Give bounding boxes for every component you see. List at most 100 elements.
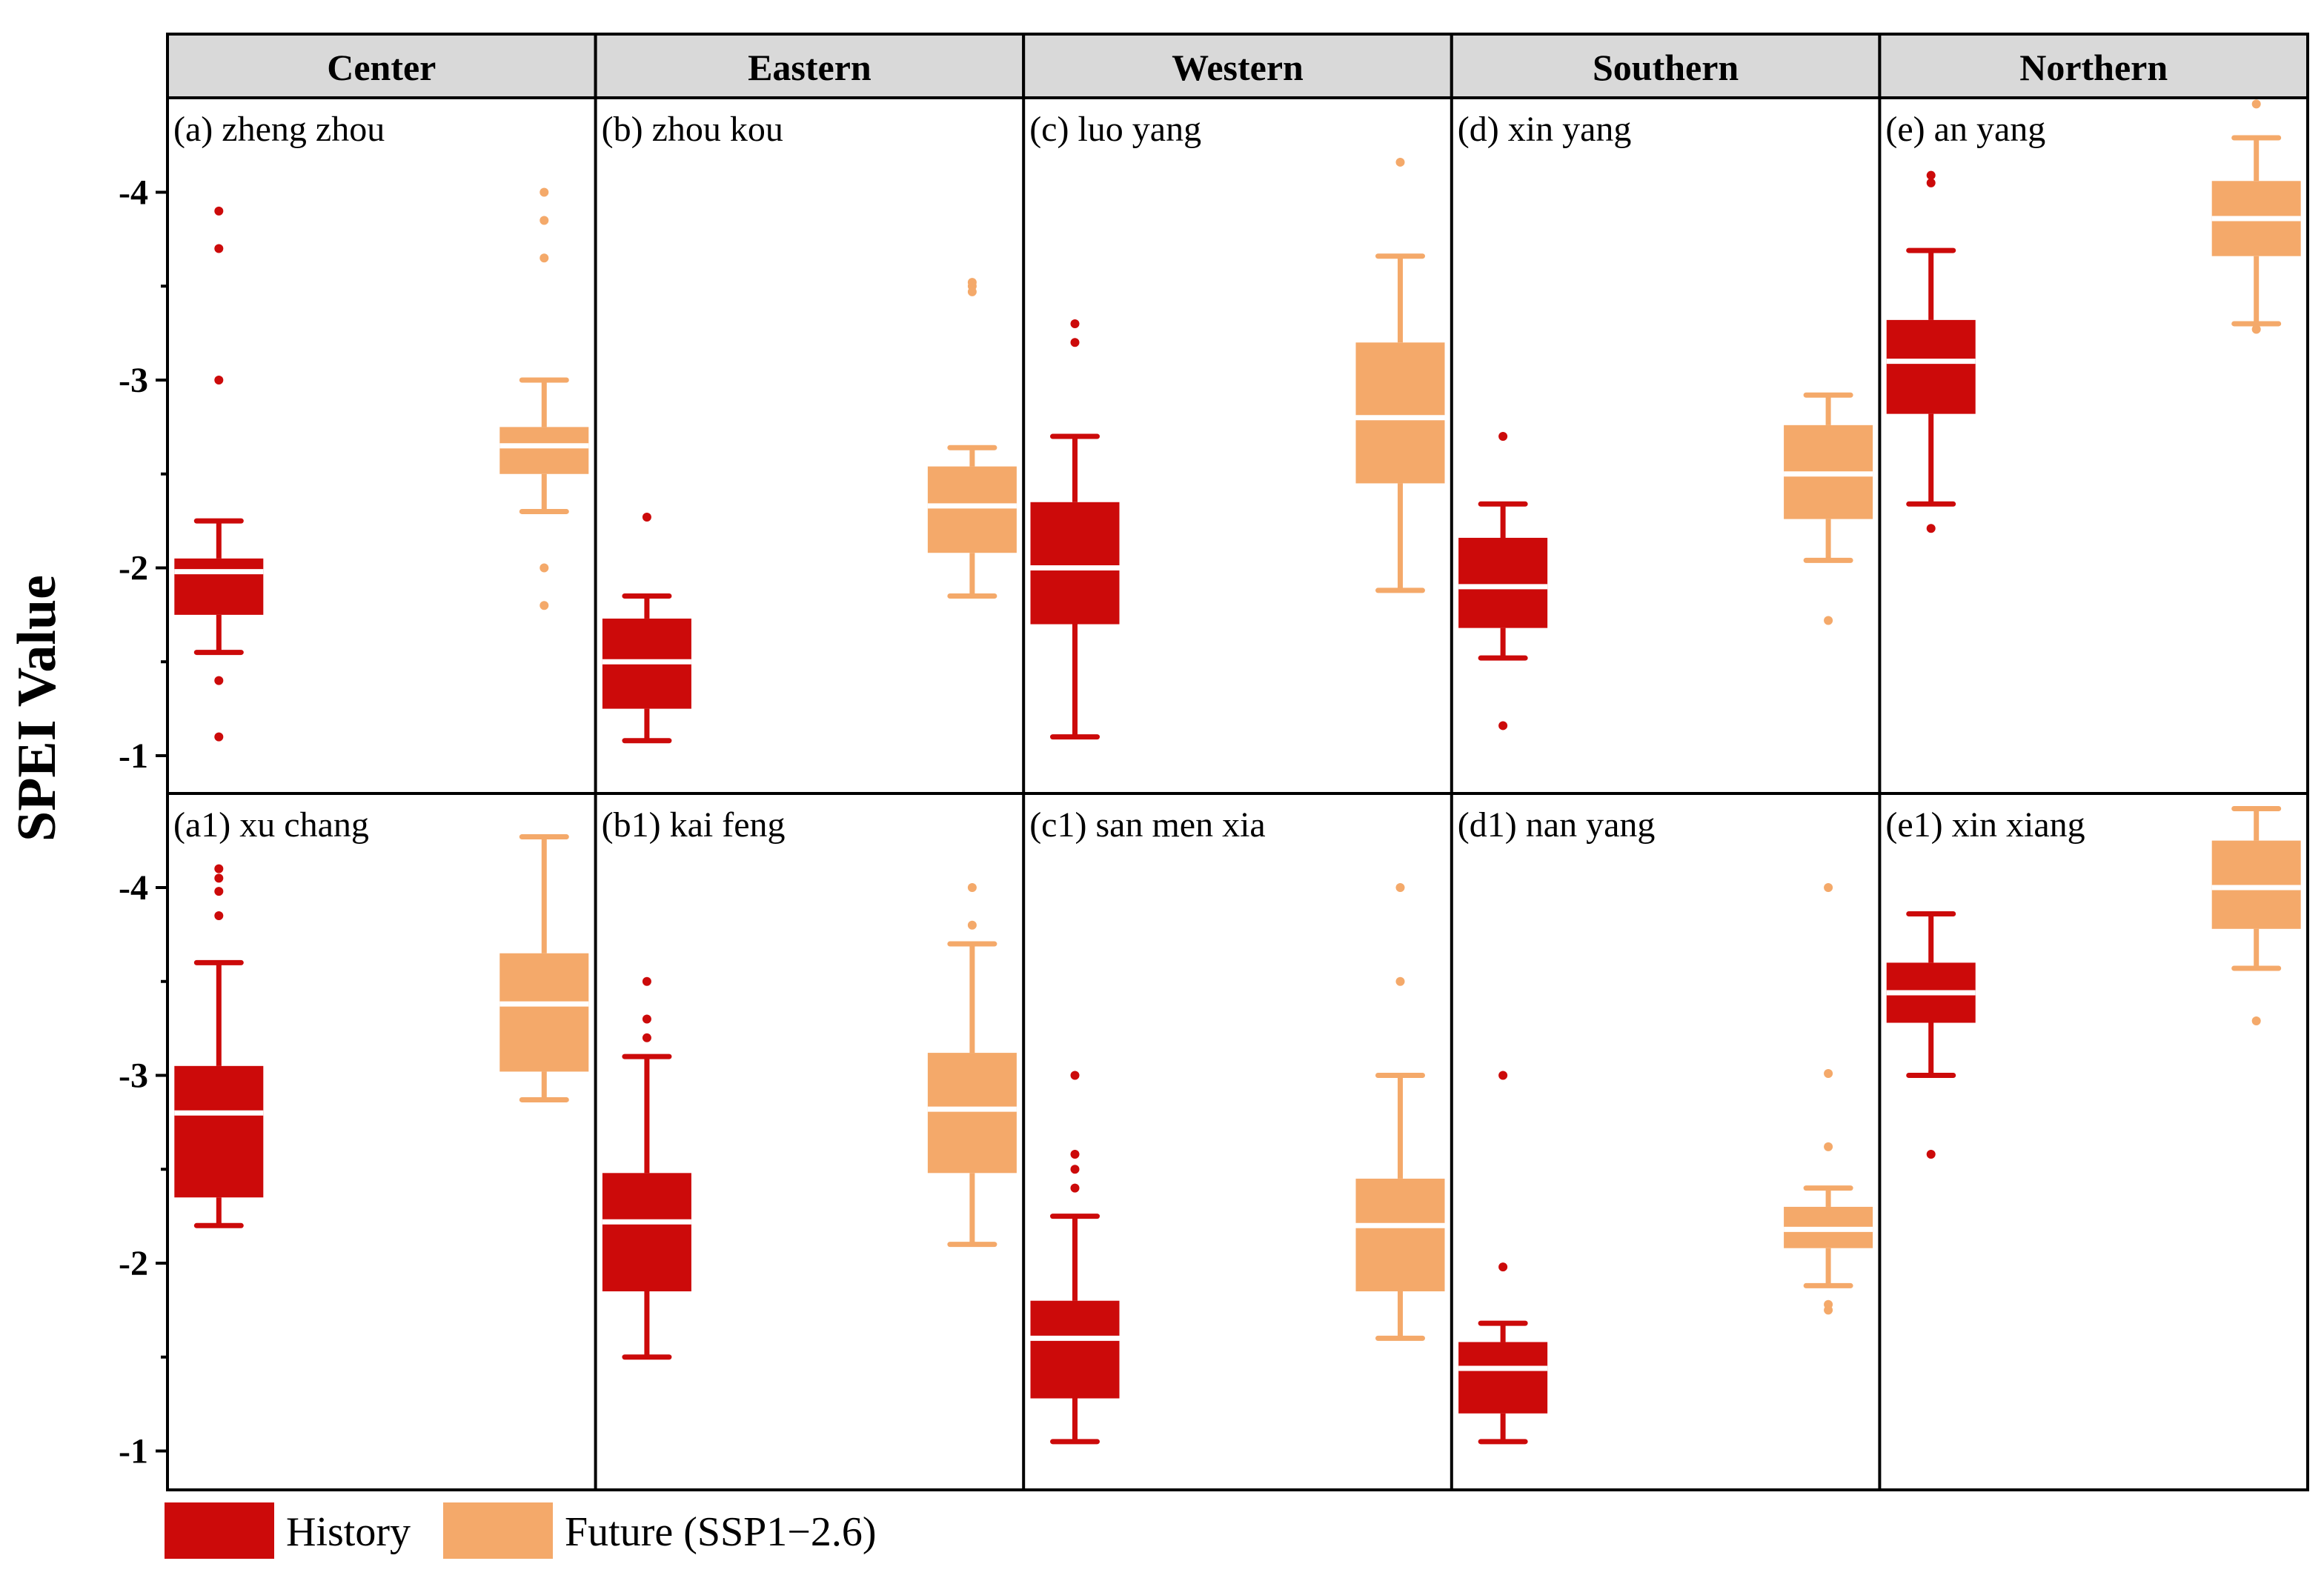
box-future (2211, 806, 2301, 1025)
box-iqr (1030, 1300, 1120, 1399)
y-tick-label: -3 (119, 1056, 148, 1096)
box-future (927, 883, 1017, 1248)
y-axis-title: SPEI Value (7, 575, 67, 842)
panel-label: (e1) xin xiang (1885, 805, 2085, 845)
region-header-cell (166, 33, 597, 99)
panel-label: (a) zheng zhou (173, 110, 385, 149)
box-history (1458, 1071, 1548, 1445)
outlier-point (1926, 524, 1936, 533)
outlier-point (1926, 178, 1936, 187)
region-headers: Center Eastern Western Southern Northern (166, 33, 2309, 99)
outlier-point (214, 911, 224, 921)
panel: (d1) nan yang (1458, 805, 1873, 1445)
y-tick-label: -4 (119, 173, 148, 213)
box-history (1886, 911, 1976, 1159)
panel-label: (b) zhou kou (602, 110, 783, 149)
box-iqr (1355, 1178, 1445, 1292)
panel-label: (a1) xu chang (173, 805, 369, 845)
outlier-point (214, 887, 224, 896)
box-history (174, 206, 264, 742)
outlier-point (540, 563, 549, 573)
outlier-point (642, 976, 651, 986)
panel: (b1) kai feng (602, 805, 1017, 1360)
panel: (d) xin yang (1458, 110, 1873, 730)
box-iqr (1458, 1342, 1548, 1414)
box-history (1886, 170, 1976, 533)
panel-label: (c) luo yang (1029, 110, 1201, 149)
y-tick-label: -1 (119, 1432, 148, 1471)
box-history (602, 513, 691, 744)
outlier-point (1824, 883, 1833, 892)
y-axis: -4 -3 -2 -1 -4 -3 -2 -1 (119, 173, 167, 1471)
y-tick-label: -1 (119, 736, 148, 776)
box-history (174, 864, 264, 1228)
outlier-point (967, 920, 977, 930)
box-iqr (1355, 342, 1445, 484)
legend: History Future (SSP1−2.6) (165, 1502, 877, 1559)
outlier-point (1926, 1149, 1936, 1159)
legend-label: History (286, 1509, 411, 1555)
box-iqr (927, 466, 1017, 553)
outlier-point (642, 513, 651, 522)
panel-label: (b1) kai feng (602, 805, 786, 845)
outlier-point (2251, 1016, 2261, 1025)
box-iqr (174, 558, 264, 615)
plot-panels: (a) zheng zhou (b) zhou kou (c) luo yang (d… (173, 99, 2301, 1445)
outlier-point (1395, 883, 1405, 892)
legend-label: Future (SSP1−2.6) (565, 1509, 877, 1555)
legend-swatch (165, 1502, 274, 1559)
outlier-point (214, 732, 224, 742)
panel-label: (d1) nan yang (1458, 805, 1656, 845)
panel-label: (e) an yang (1885, 110, 2045, 149)
outlier-point (642, 1014, 651, 1024)
panel: (a) zheng zhou (173, 110, 589, 742)
box-iqr (174, 1065, 264, 1198)
box-future (1784, 392, 1873, 625)
box-iqr (1458, 537, 1548, 628)
outlier-point (1926, 170, 1936, 180)
panel: (e1) xin xiang (1885, 805, 2301, 1159)
outlier-point (1070, 338, 1080, 347)
box-iqr (499, 953, 589, 1072)
region-header-label: Eastern (748, 47, 872, 88)
outlier-point (1395, 157, 1405, 167)
box-iqr (927, 1053, 1017, 1174)
region-header-label: Center (327, 47, 436, 88)
outlier-point (2251, 99, 2261, 109)
panel-label: (d) xin yang (1458, 110, 1632, 149)
outlier-point (1070, 319, 1080, 328)
outlier-point (967, 278, 977, 287)
y-tick-label: -4 (119, 868, 148, 908)
outlier-point (214, 873, 224, 883)
region-header-label: Southern (1593, 47, 1739, 88)
panel: (c) luo yang (1029, 110, 1445, 740)
box-future (927, 278, 1017, 599)
panel: (b) zhou kou (602, 110, 1017, 744)
region-header-label: Western (1172, 47, 1304, 88)
outlier-point (540, 253, 549, 263)
outlier-point (540, 601, 549, 610)
outlier-point (214, 244, 224, 253)
outlier-point (1395, 976, 1405, 986)
box-future (499, 187, 589, 610)
outlier-point (214, 376, 224, 385)
outlier-point (1498, 1262, 1508, 1272)
box-iqr (2211, 840, 2301, 929)
box-future (1784, 883, 1873, 1315)
outlier-point (540, 187, 549, 197)
outlier-point (1498, 1071, 1508, 1080)
box-iqr (1030, 502, 1120, 625)
legend-swatch (443, 1502, 553, 1559)
box-future (1355, 883, 1445, 1341)
outlier-point (1498, 721, 1508, 730)
outlier-point (2251, 324, 2261, 334)
outlier-point (1824, 616, 1833, 625)
box-history (602, 976, 691, 1360)
panel: (c1) san men xia (1029, 805, 1445, 1445)
box-iqr (499, 427, 589, 474)
outlier-point (967, 883, 977, 892)
box-history (1458, 432, 1548, 730)
region-header-cell (594, 33, 1026, 99)
outlier-point (1824, 1299, 1833, 1309)
